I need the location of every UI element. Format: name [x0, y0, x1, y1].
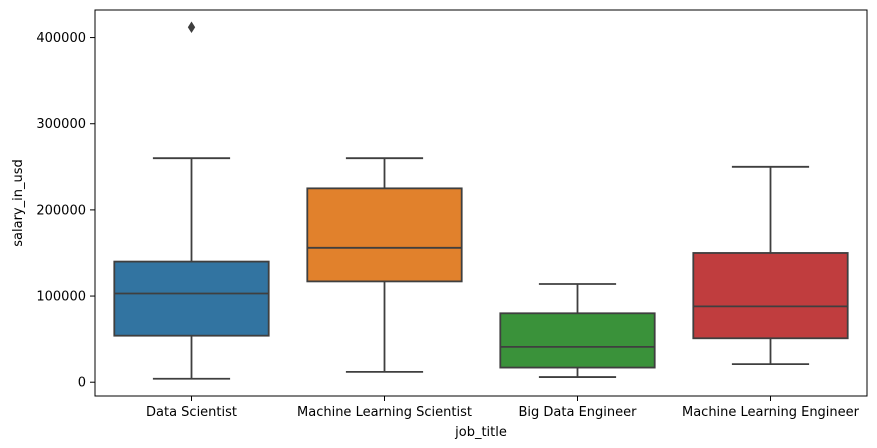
iqr-box	[113, 260, 270, 337]
box-group	[113, 21, 270, 380]
box-group	[306, 157, 463, 373]
y-tick-label: 400000	[36, 31, 86, 46]
x-tick-label: Big Data Engineer	[519, 405, 638, 420]
x-tick-label: Machine Learning Scientist	[297, 405, 472, 420]
box-group	[499, 283, 656, 378]
boxes-layer	[113, 21, 849, 380]
y-tick-label: 100000	[36, 290, 86, 305]
x-tick-label: Machine Learning Engineer	[682, 405, 860, 420]
y-tick-label: 300000	[36, 117, 86, 132]
y-tick-label: 200000	[36, 203, 86, 218]
iqr-box	[306, 187, 463, 283]
iqr-box	[499, 312, 656, 369]
outlier-point	[187, 21, 196, 33]
x-axis-label: job_title	[454, 425, 507, 440]
x-axis: Data Scientist Machine Learning Scientist…	[146, 396, 860, 420]
y-axis-label: salary_in_usd	[11, 159, 26, 246]
iqr-box	[692, 252, 849, 340]
plot-frame	[94, 9, 868, 397]
box-group	[692, 165, 849, 366]
y-tick-label: 0	[78, 376, 86, 391]
x-tick-label: Data Scientist	[146, 405, 237, 420]
y-axis: 0 100000 200000 300000 400000	[36, 31, 95, 391]
